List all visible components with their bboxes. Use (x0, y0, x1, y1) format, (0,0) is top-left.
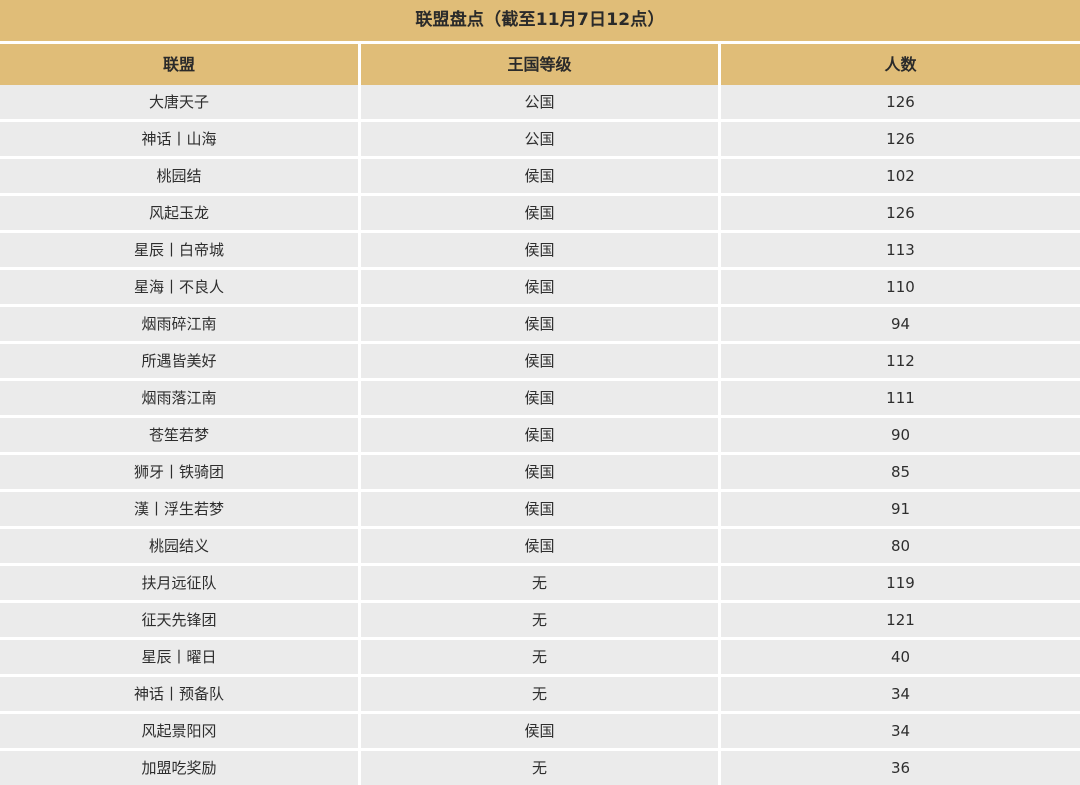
table-row: 桃园结义 侯国 80 (0, 529, 1080, 563)
cell-alliance-name: 神话丨山海 (0, 122, 358, 156)
alliance-table: 联盟 王国等级 人数 大唐天子 公国 126 神话丨山海 公国 126 桃园结 侯国 102 风起… (0, 44, 1080, 785)
cell-alliance-name: 漢丨浮生若梦 (0, 492, 358, 526)
cell-alliance-name: 烟雨碎江南 (0, 307, 358, 341)
cell-alliance-name: 狮牙丨铁骑团 (0, 455, 358, 489)
table-row: 苍笙若梦 侯国 90 (0, 418, 1080, 452)
table-row: 烟雨落江南 侯国 111 (0, 381, 1080, 415)
column-header-member-count: 人数 (721, 44, 1080, 85)
cell-member-count: 90 (721, 418, 1080, 452)
cell-member-count: 85 (721, 455, 1080, 489)
cell-kingdom-rank: 侯国 (361, 196, 718, 230)
table-row: 风起景阳冈 侯国 34 (0, 714, 1080, 748)
cell-member-count: 34 (721, 714, 1080, 748)
cell-member-count: 110 (721, 270, 1080, 304)
cell-kingdom-rank: 公国 (361, 122, 718, 156)
cell-alliance-name: 征天先锋团 (0, 603, 358, 637)
cell-alliance-name: 风起景阳冈 (0, 714, 358, 748)
cell-member-count: 119 (721, 566, 1080, 600)
table-row: 扶月远征队无 119 (0, 566, 1080, 600)
cell-member-count: 34 (721, 677, 1080, 711)
cell-kingdom-rank: 侯国 (361, 418, 718, 452)
cell-member-count: 80 (721, 529, 1080, 563)
cell-member-count: 111 (721, 381, 1080, 415)
cell-kingdom-rank: 侯国 (361, 381, 718, 415)
table-row: 神话丨预备队无 34 (0, 677, 1080, 711)
cell-kingdom-rank: 公国 (361, 85, 718, 119)
cell-member-count: 94 (721, 307, 1080, 341)
cell-kingdom-rank: 无 (361, 677, 718, 711)
cell-alliance-name: 星辰丨白帝城 (0, 233, 358, 267)
cell-alliance-name: 神话丨预备队 (0, 677, 358, 711)
cell-member-count: 36 (721, 751, 1080, 785)
cell-alliance-name: 星海丨不良人 (0, 270, 358, 304)
cell-member-count: 113 (721, 233, 1080, 267)
cell-alliance-name: 风起玉龙 (0, 196, 358, 230)
table-row: 漢丨浮生若梦 侯国 91 (0, 492, 1080, 526)
cell-alliance-name: 所遇皆美好 (0, 344, 358, 378)
cell-member-count: 91 (721, 492, 1080, 526)
cell-kingdom-rank: 无 (361, 751, 718, 785)
column-header-alliance: 联盟 (0, 44, 358, 85)
cell-kingdom-rank: 侯国 (361, 492, 718, 526)
table-row: 桃园结 侯国 102 (0, 159, 1080, 193)
cell-kingdom-rank: 无 (361, 603, 718, 637)
cell-alliance-name: 烟雨落江南 (0, 381, 358, 415)
table-row: 所遇皆美好 侯国 112 (0, 344, 1080, 378)
table-row: 征天先锋团无 121 (0, 603, 1080, 637)
cell-kingdom-rank: 侯国 (361, 159, 718, 193)
cell-alliance-name: 星辰丨曜日 (0, 640, 358, 674)
cell-alliance-name: 桃园结 (0, 159, 358, 193)
cell-kingdom-rank: 侯国 (361, 714, 718, 748)
table-row: 大唐天子 公国 126 (0, 85, 1080, 119)
cell-alliance-name: 大唐天子 (0, 85, 358, 119)
cell-member-count: 126 (721, 122, 1080, 156)
cell-member-count: 112 (721, 344, 1080, 378)
cell-member-count: 121 (721, 603, 1080, 637)
table-row: 烟雨碎江南 侯国 94 (0, 307, 1080, 341)
table-row: 加盟吃奖励无 36 (0, 751, 1080, 785)
cell-member-count: 102 (721, 159, 1080, 193)
cell-alliance-name: 苍笙若梦 (0, 418, 358, 452)
table-header-row: 联盟 王国等级 人数 (0, 44, 1080, 85)
cell-alliance-name: 桃园结义 (0, 529, 358, 563)
cell-alliance-name: 扶月远征队 (0, 566, 358, 600)
table-row: 星辰丨曜日无 40 (0, 640, 1080, 674)
cell-kingdom-rank: 侯国 (361, 307, 718, 341)
table-row: 狮牙丨铁骑团 侯国 85 (0, 455, 1080, 489)
sheet-title-bar: 联盟盘点（截至11月7日12点） (0, 0, 1080, 41)
table-row: 神话丨山海 公国 126 (0, 122, 1080, 156)
cell-member-count: 126 (721, 85, 1080, 119)
table-row: 星辰丨白帝城 侯国 113 (0, 233, 1080, 267)
cell-kingdom-rank: 侯国 (361, 270, 718, 304)
page-title: 联盟盘点（截至11月7日12点） (415, 10, 665, 30)
cell-kingdom-rank: 无 (361, 640, 718, 674)
cell-kingdom-rank: 侯国 (361, 344, 718, 378)
cell-kingdom-rank: 无 (361, 566, 718, 600)
cell-kingdom-rank: 侯国 (361, 455, 718, 489)
cell-member-count: 40 (721, 640, 1080, 674)
cell-member-count: 126 (721, 196, 1080, 230)
column-header-kingdom-rank: 王国等级 (361, 44, 718, 85)
cell-kingdom-rank: 侯国 (361, 529, 718, 563)
cell-alliance-name: 加盟吃奖励 (0, 751, 358, 785)
title-divider (0, 41, 1080, 44)
cell-kingdom-rank: 侯国 (361, 233, 718, 267)
table-row: 风起玉龙 侯国 126 (0, 196, 1080, 230)
table-row: 星海丨不良人 侯国 110 (0, 270, 1080, 304)
